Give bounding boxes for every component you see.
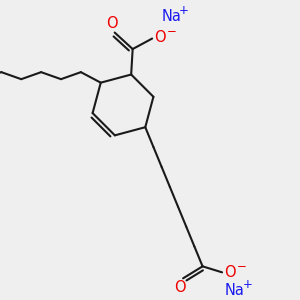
Text: O: O: [224, 265, 236, 280]
Text: −: −: [167, 26, 177, 38]
Text: O: O: [154, 30, 166, 45]
Text: +: +: [179, 4, 189, 16]
Text: −: −: [237, 260, 247, 273]
Text: O: O: [106, 16, 118, 31]
Text: Na: Na: [161, 9, 181, 24]
Text: O: O: [174, 280, 186, 295]
Text: Na: Na: [225, 283, 245, 298]
Text: +: +: [243, 278, 253, 291]
